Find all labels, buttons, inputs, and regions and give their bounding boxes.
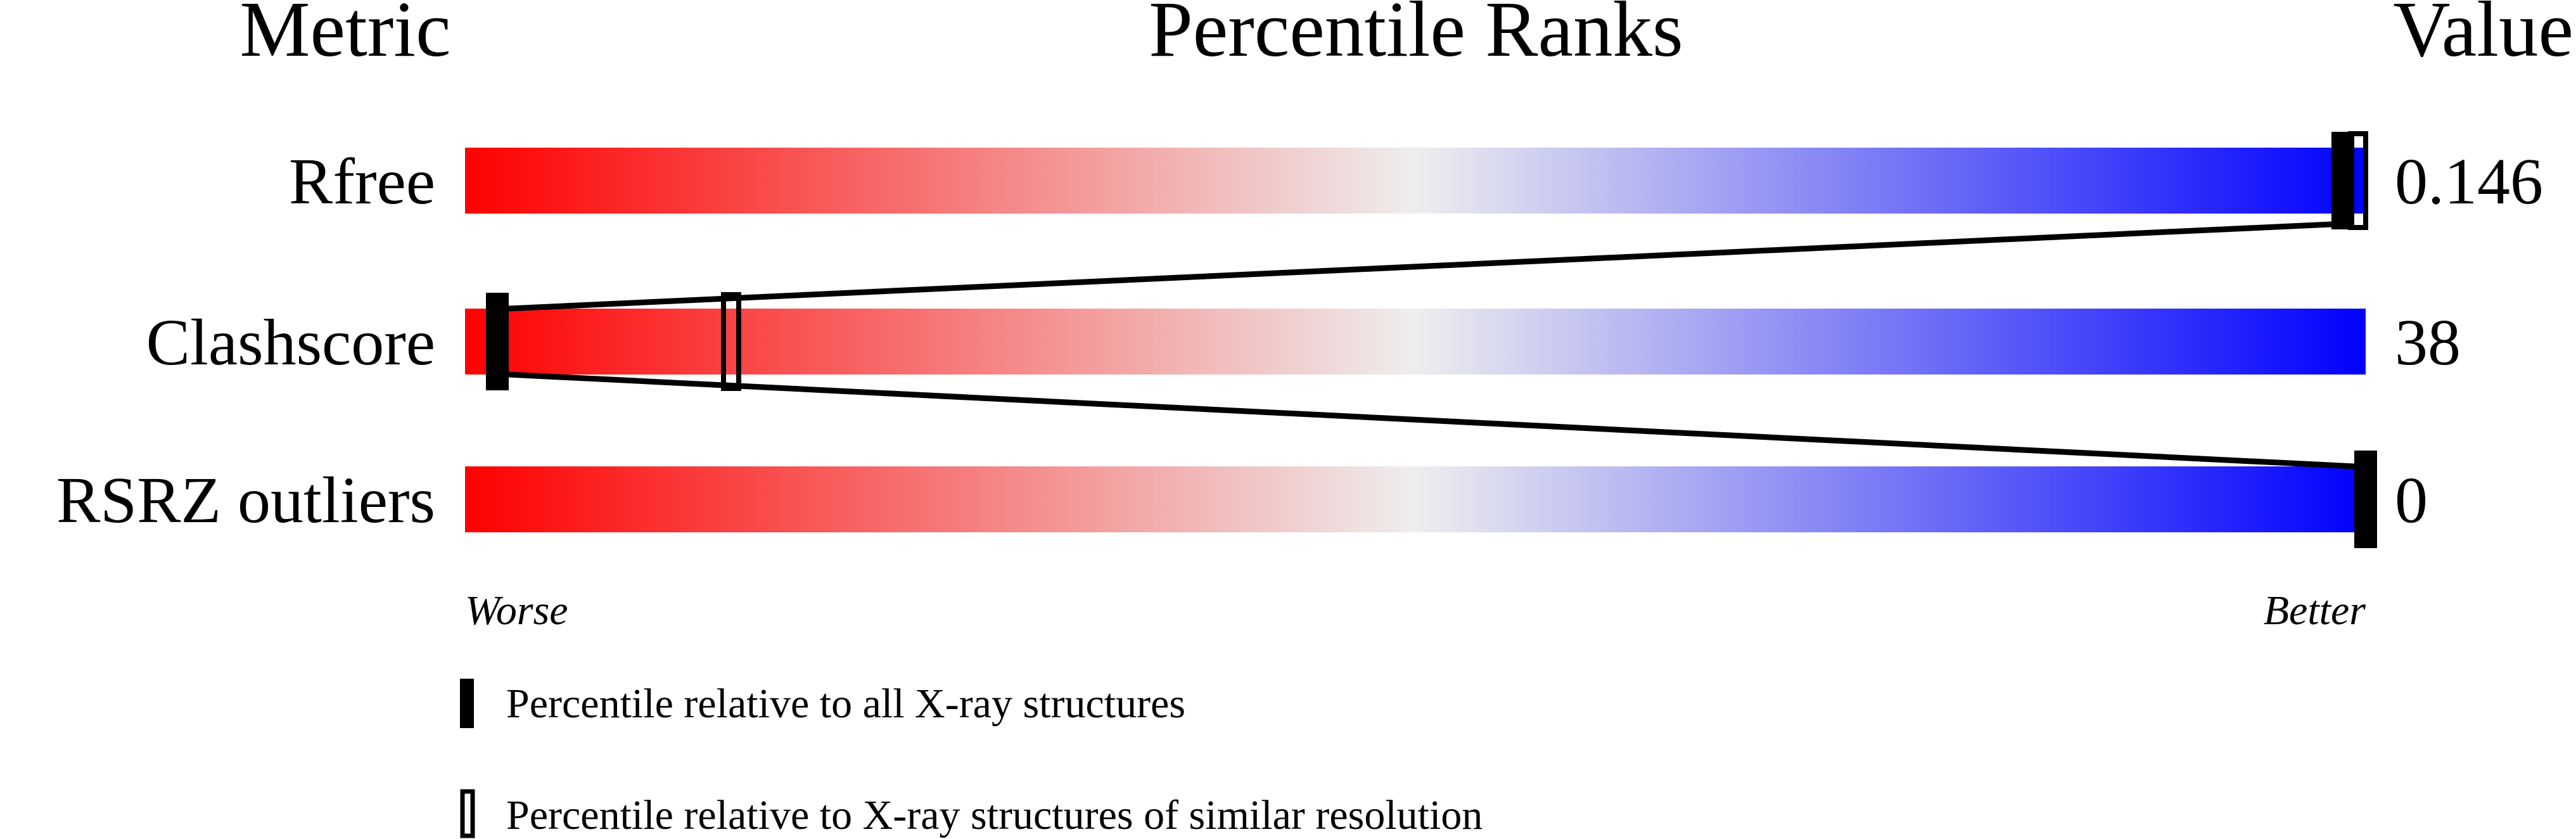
all-structures-marker — [2354, 451, 2377, 548]
metric-label: RSRZ outliers — [56, 464, 435, 537]
percentile-bar — [465, 466, 2366, 532]
header-metric: Metric — [239, 0, 450, 74]
metric-label: Rfree — [289, 145, 435, 218]
better-label: Better — [2264, 587, 2366, 634]
legend-similar-label: Percentile relative to X-ray structures … — [506, 792, 1482, 838]
worse-label: Worse — [465, 587, 568, 634]
metric-value: 0 — [2395, 464, 2428, 537]
legend-open-marker — [460, 789, 475, 838]
row-rsrz-outliers: RSRZ outliers 0 — [56, 451, 2428, 548]
metric-value: 0.146 — [2395, 145, 2543, 218]
header-percentile-ranks: Percentile Ranks — [1149, 0, 1683, 74]
header-value: Value — [2393, 0, 2573, 74]
row-clashscore: Clashscore 38 — [146, 292, 2461, 391]
metric-value: 38 — [2395, 306, 2461, 379]
all-structures-marker — [2331, 132, 2354, 229]
similar-resolution-marker — [721, 292, 741, 391]
percentile-bar — [465, 148, 2366, 214]
connector-line — [508, 221, 2332, 312]
row-rfree: Rfree 0.146 — [289, 131, 2543, 230]
all-structures-marker — [486, 293, 509, 390]
legend-filled-marker — [460, 679, 474, 728]
connector-line — [508, 371, 2355, 470]
legend-all-label: Percentile relative to all X-ray structu… — [506, 681, 1185, 727]
percentile-bar — [465, 309, 2366, 375]
metric-label: Clashscore — [146, 306, 435, 379]
